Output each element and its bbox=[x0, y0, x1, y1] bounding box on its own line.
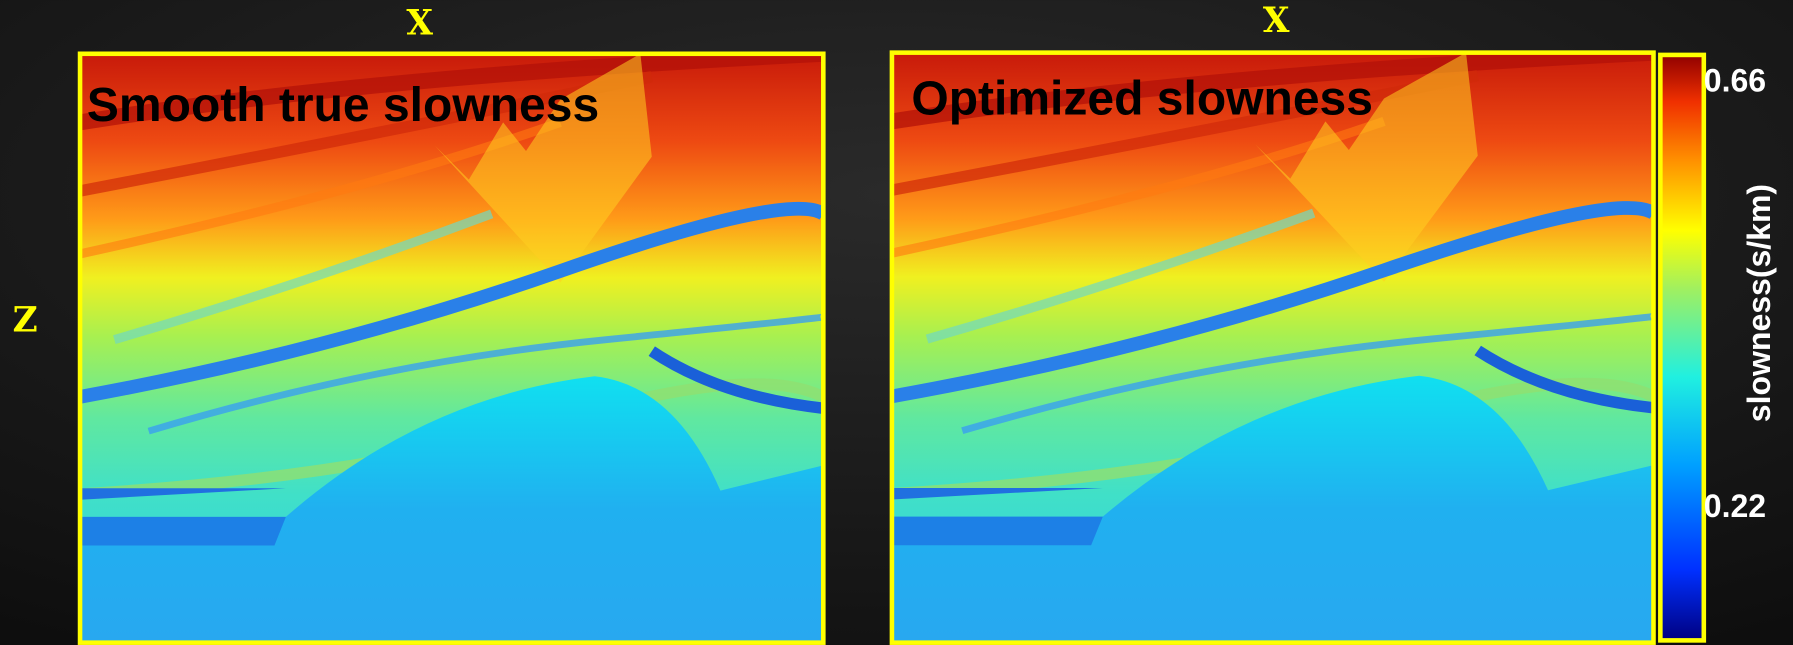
x-axis-label: X bbox=[406, 3, 433, 43]
panel-title: Optimized slowness bbox=[911, 72, 1373, 125]
z-axis-label: Z bbox=[13, 301, 38, 341]
colorbar: 0.66 0.22 slowness(s/km) bbox=[1658, 52, 1777, 643]
colorbar-label: slowness(s/km) bbox=[1741, 184, 1777, 422]
panel-title: Smooth true slowness bbox=[87, 79, 599, 132]
right-panel: Optimized slowness bbox=[889, 50, 1656, 645]
left-panel: Smooth true slowness bbox=[77, 51, 826, 645]
image bbox=[892, 53, 1654, 643]
frame bbox=[77, 51, 826, 645]
image bbox=[80, 54, 824, 643]
x-axis-label: X bbox=[1263, 1, 1290, 41]
frame bbox=[889, 50, 1656, 645]
colorbar-tick: 0.66 bbox=[1704, 63, 1766, 99]
colorbar-tick: 0.22 bbox=[1704, 488, 1766, 524]
colorbar-scale bbox=[1658, 52, 1707, 643]
